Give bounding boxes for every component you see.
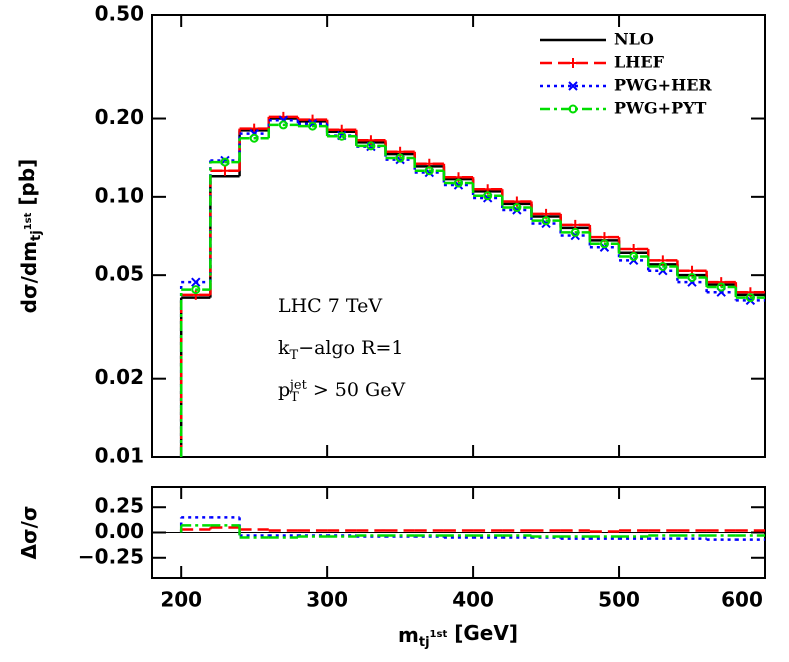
text-part: tj	[419, 635, 430, 650]
marker	[365, 135, 376, 146]
marker	[366, 141, 376, 151]
marker	[308, 121, 318, 131]
y-axis-label: Δσ/σ	[17, 506, 41, 560]
text-part: dσ/dm	[17, 241, 41, 313]
marker	[745, 287, 756, 298]
plot-frame	[151, 14, 766, 458]
marker	[570, 227, 580, 237]
text-part: m	[398, 623, 419, 647]
marker	[483, 191, 493, 201]
text-part: jet	[288, 378, 308, 393]
annotation: LHC 7 TeV	[278, 295, 382, 317]
x-axis-label: mtj1st [GeV]	[398, 621, 518, 650]
marker	[220, 157, 230, 167]
y-tick-label: 0.01	[95, 444, 144, 468]
text-part: 1st	[430, 629, 448, 640]
annotation: pTjet > 50 GeV	[278, 378, 405, 405]
text-part: p	[278, 379, 290, 401]
text-part: k	[278, 337, 290, 359]
marker	[249, 123, 260, 134]
text-part: tj	[29, 230, 44, 241]
y-tick-label: 0.50	[95, 2, 144, 26]
y-tick-label: −0.25	[78, 544, 144, 568]
text-part: Δσ/σ	[17, 506, 41, 560]
y-tick-label: 0.20	[95, 105, 144, 129]
legend-label: LHEF	[614, 53, 665, 72]
text-part: [pb]	[15, 159, 39, 213]
marker	[190, 289, 201, 300]
marker	[716, 277, 727, 288]
text-part: > 50 GeV	[307, 379, 406, 401]
y-tick-label: 0.00	[95, 519, 144, 543]
marker	[424, 166, 434, 176]
y-tick-label: 0.10	[95, 183, 144, 207]
marker	[629, 251, 639, 261]
text-part: T	[290, 390, 299, 405]
legend-label: NLO	[614, 30, 654, 49]
marker	[599, 239, 609, 249]
x-tick-label: 500	[598, 588, 640, 612]
marker	[337, 131, 347, 141]
annotation: kT−algo R=1	[278, 337, 403, 363]
y-tick-label: 0.05	[95, 262, 144, 286]
marker	[745, 293, 755, 303]
text-part: LHC 7 TeV	[278, 295, 382, 317]
text-part: −algo R=1	[298, 337, 403, 359]
marker	[395, 153, 405, 163]
marker	[191, 277, 201, 287]
legend-marker	[568, 104, 578, 114]
legend-label: PWG+HER	[614, 76, 712, 95]
marker	[687, 272, 697, 282]
y-axis-label: dσ/dmtj1st [pb]	[15, 159, 44, 314]
y-tick-label: 0.02	[95, 365, 144, 389]
marker	[454, 178, 463, 188]
y-tick-label: 0.25	[95, 494, 144, 518]
marker	[219, 165, 230, 176]
text-part: [GeV]	[447, 621, 518, 645]
text-part: 1st	[23, 212, 34, 230]
text-part: T	[290, 348, 299, 363]
legend-label: PWG+PYT	[614, 99, 707, 118]
marker	[658, 261, 668, 271]
legend-marker	[568, 81, 578, 91]
marker	[278, 120, 288, 130]
x-tick-label: 200	[160, 588, 202, 612]
legend-marker	[568, 58, 578, 68]
x-tick-label: 300	[306, 588, 348, 612]
marker	[512, 202, 522, 212]
marker	[249, 133, 259, 143]
x-tick-label: 400	[452, 588, 494, 612]
marker	[541, 216, 551, 226]
marker	[716, 282, 726, 292]
x-tick-label: 600	[721, 588, 763, 612]
marker	[191, 285, 201, 295]
